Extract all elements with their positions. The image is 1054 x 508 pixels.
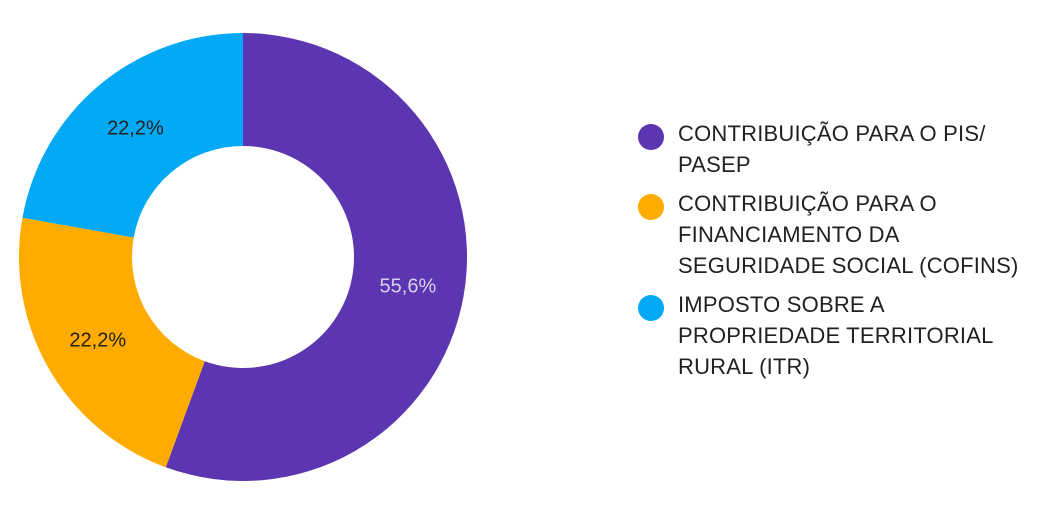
legend-item-pis-pasep[interactable]: CONTRIBUIÇÃO PARA O PIS/ PASEP bbox=[638, 118, 1048, 180]
legend-swatch-cofins bbox=[638, 194, 664, 220]
legend-swatch-itr bbox=[638, 295, 664, 321]
donut-chart: 55,6% 22,2% 22,2% bbox=[18, 33, 467, 481]
slice-itr[interactable] bbox=[22, 33, 244, 238]
chart-legend: CONTRIBUIÇÃO PARA O PIS/ PASEP CONTRIBUI… bbox=[638, 118, 1048, 390]
slice-label-itr: 22,2% bbox=[107, 118, 164, 140]
slice-cofins[interactable] bbox=[18, 217, 205, 468]
slice-label-cofins: 22,2% bbox=[69, 329, 126, 351]
legend-item-itr[interactable]: IMPOSTO SOBRE A PROPRIEDADE TERRITORIAL … bbox=[638, 289, 1048, 382]
slice-pis-pasep[interactable] bbox=[165, 33, 467, 481]
legend-label-itr: IMPOSTO SOBRE A PROPRIEDADE TERRITORIAL … bbox=[678, 292, 993, 379]
legend-item-cofins[interactable]: CONTRIBUIÇÃO PARA O FINANCIAMENTO DA SEG… bbox=[638, 188, 1048, 281]
slice-label-pis-pasep: 55,6% bbox=[380, 275, 437, 297]
legend-label-pis-pasep: CONTRIBUIÇÃO PARA O PIS/ PASEP bbox=[678, 121, 986, 177]
legend-swatch-pis-pasep bbox=[638, 124, 664, 150]
legend-label-cofins: CONTRIBUIÇÃO PARA O FINANCIAMENTO DA SEG… bbox=[678, 191, 1019, 278]
